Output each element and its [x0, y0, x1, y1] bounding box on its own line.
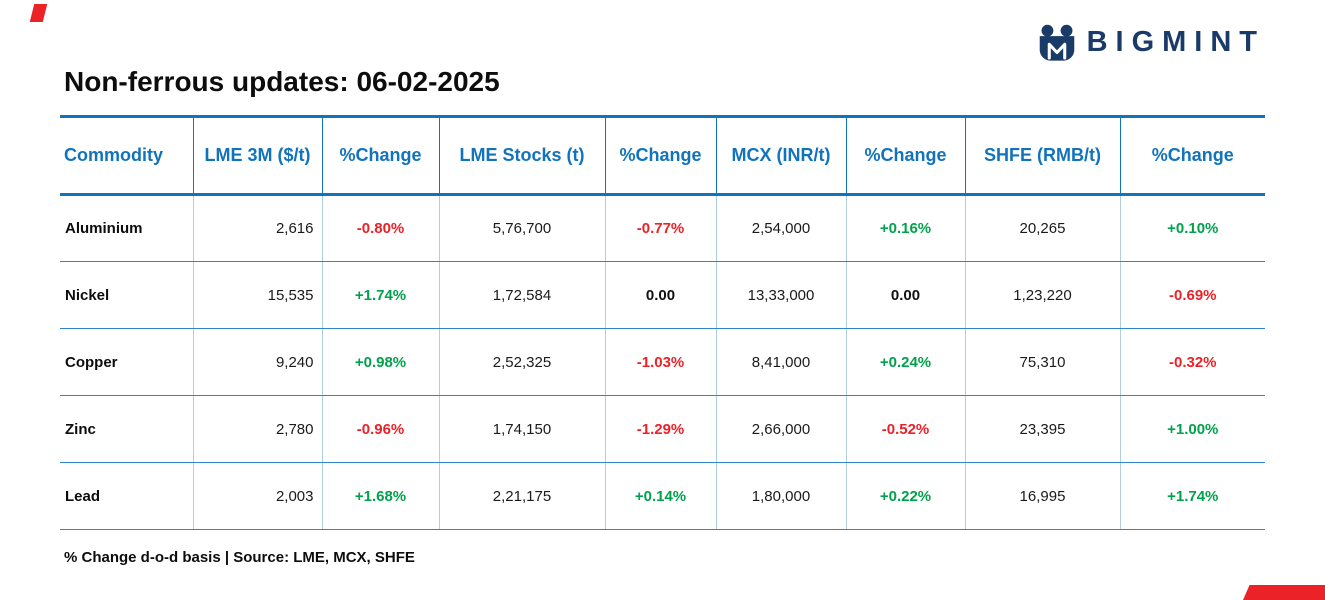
col-header-shfe-change: %Change: [1119, 116, 1265, 196]
lme3m-value: 15,535: [192, 261, 322, 329]
table-row: Copper 9,240 +0.98% 2,52,325 -1.03% 8,41…: [60, 328, 1265, 396]
col-header-lme-stocks: LME Stocks (t): [438, 116, 605, 196]
lme3m-change: -0.80%: [321, 194, 439, 262]
commodity-price-table: Commodity LME 3M ($/t) %Change LME Stock…: [60, 115, 1265, 530]
mcx-change: +0.16%: [845, 194, 965, 262]
page-title: Non-ferrous updates: 06-02-2025: [64, 66, 500, 97]
commodity-name: Lead: [60, 462, 193, 530]
brand-logo: BIGMINT: [1037, 24, 1265, 61]
table-row: Lead 2,003 +1.68% 2,21,175 +0.14% 1,80,0…: [60, 462, 1265, 530]
table-row: Zinc 2,780 -0.96% 1,74,150 -1.29% 2,66,0…: [60, 395, 1265, 463]
commodity-name: Copper: [60, 328, 193, 396]
mcx-value: 13,33,000: [715, 261, 846, 329]
lme3m-change: +0.98%: [321, 328, 439, 396]
col-header-lme3m: LME 3M ($/t): [192, 116, 322, 196]
bigmint-logo-icon: [1039, 24, 1074, 61]
shfe-value: 75,310: [964, 328, 1120, 396]
col-header-lme3m-change: %Change: [321, 116, 439, 196]
lme3m-change: +1.74%: [321, 261, 439, 329]
table-row: Nickel 15,535 +1.74% 1,72,584 0.00 13,33…: [60, 261, 1265, 329]
mcx-change: 0.00: [845, 261, 965, 329]
lme-stocks-value: 2,21,175: [438, 462, 605, 530]
shfe-change: -0.69%: [1119, 261, 1265, 329]
lme-stocks-change: +0.14%: [604, 462, 716, 530]
lme-stocks-value: 1,72,584: [438, 261, 605, 329]
table-header-row: Commodity LME 3M ($/t) %Change LME Stock…: [60, 116, 1265, 196]
lme-stocks-value: 5,76,700: [438, 194, 605, 262]
lme3m-change: +1.68%: [321, 462, 439, 530]
col-header-mcx: MCX (INR/t): [715, 116, 846, 196]
lme3m-value: 9,240: [192, 328, 322, 396]
lme3m-change: -0.96%: [321, 395, 439, 463]
shfe-change: -0.32%: [1119, 328, 1265, 396]
table-row: Aluminium 2,616 -0.80% 5,76,700 -0.77% 2…: [60, 194, 1265, 262]
shfe-change: +0.10%: [1119, 194, 1265, 262]
source-footnote: % Change d-o-d basis | Source: LME, MCX,…: [64, 549, 415, 566]
col-header-mcx-change: %Change: [845, 116, 965, 196]
mcx-value: 8,41,000: [715, 328, 846, 396]
mcx-change: +0.24%: [845, 328, 965, 396]
mcx-value: 2,66,000: [715, 395, 846, 463]
mcx-value: 2,54,000: [715, 194, 846, 262]
lme3m-value: 2,780: [192, 395, 322, 463]
col-header-commodity: Commodity: [60, 116, 193, 196]
commodity-name: Zinc: [60, 395, 193, 463]
lme-stocks-change: -0.77%: [604, 194, 716, 262]
col-header-shfe: SHFE (RMB/t): [964, 116, 1120, 196]
lme-stocks-value: 1,74,150: [438, 395, 605, 463]
red-corner-accent-top-left: [29, 4, 48, 22]
shfe-change: +1.00%: [1119, 395, 1265, 463]
shfe-value: 1,23,220: [964, 261, 1120, 329]
mcx-change: +0.22%: [845, 462, 965, 530]
shfe-value: 20,265: [964, 194, 1120, 262]
mcx-value: 1,80,000: [715, 462, 846, 530]
commodity-name: Aluminium: [60, 194, 193, 262]
lme3m-value: 2,616: [192, 194, 322, 262]
lme-stocks-change: 0.00: [604, 261, 716, 329]
lme3m-value: 2,003: [192, 462, 322, 530]
commodity-name: Nickel: [60, 261, 193, 329]
shfe-change: +1.74%: [1119, 462, 1265, 530]
brand-name: BIGMINT: [1086, 26, 1265, 58]
mcx-change: -0.52%: [845, 395, 965, 463]
lme-stocks-value: 2,52,325: [438, 328, 605, 396]
lme-stocks-change: -1.03%: [604, 328, 716, 396]
red-corner-accent-bottom-right: [1243, 585, 1325, 600]
lme-stocks-change: -1.29%: [604, 395, 716, 463]
shfe-value: 23,395: [964, 395, 1120, 463]
col-header-lme-stocks-change: %Change: [604, 116, 716, 196]
shfe-value: 16,995: [964, 462, 1120, 530]
